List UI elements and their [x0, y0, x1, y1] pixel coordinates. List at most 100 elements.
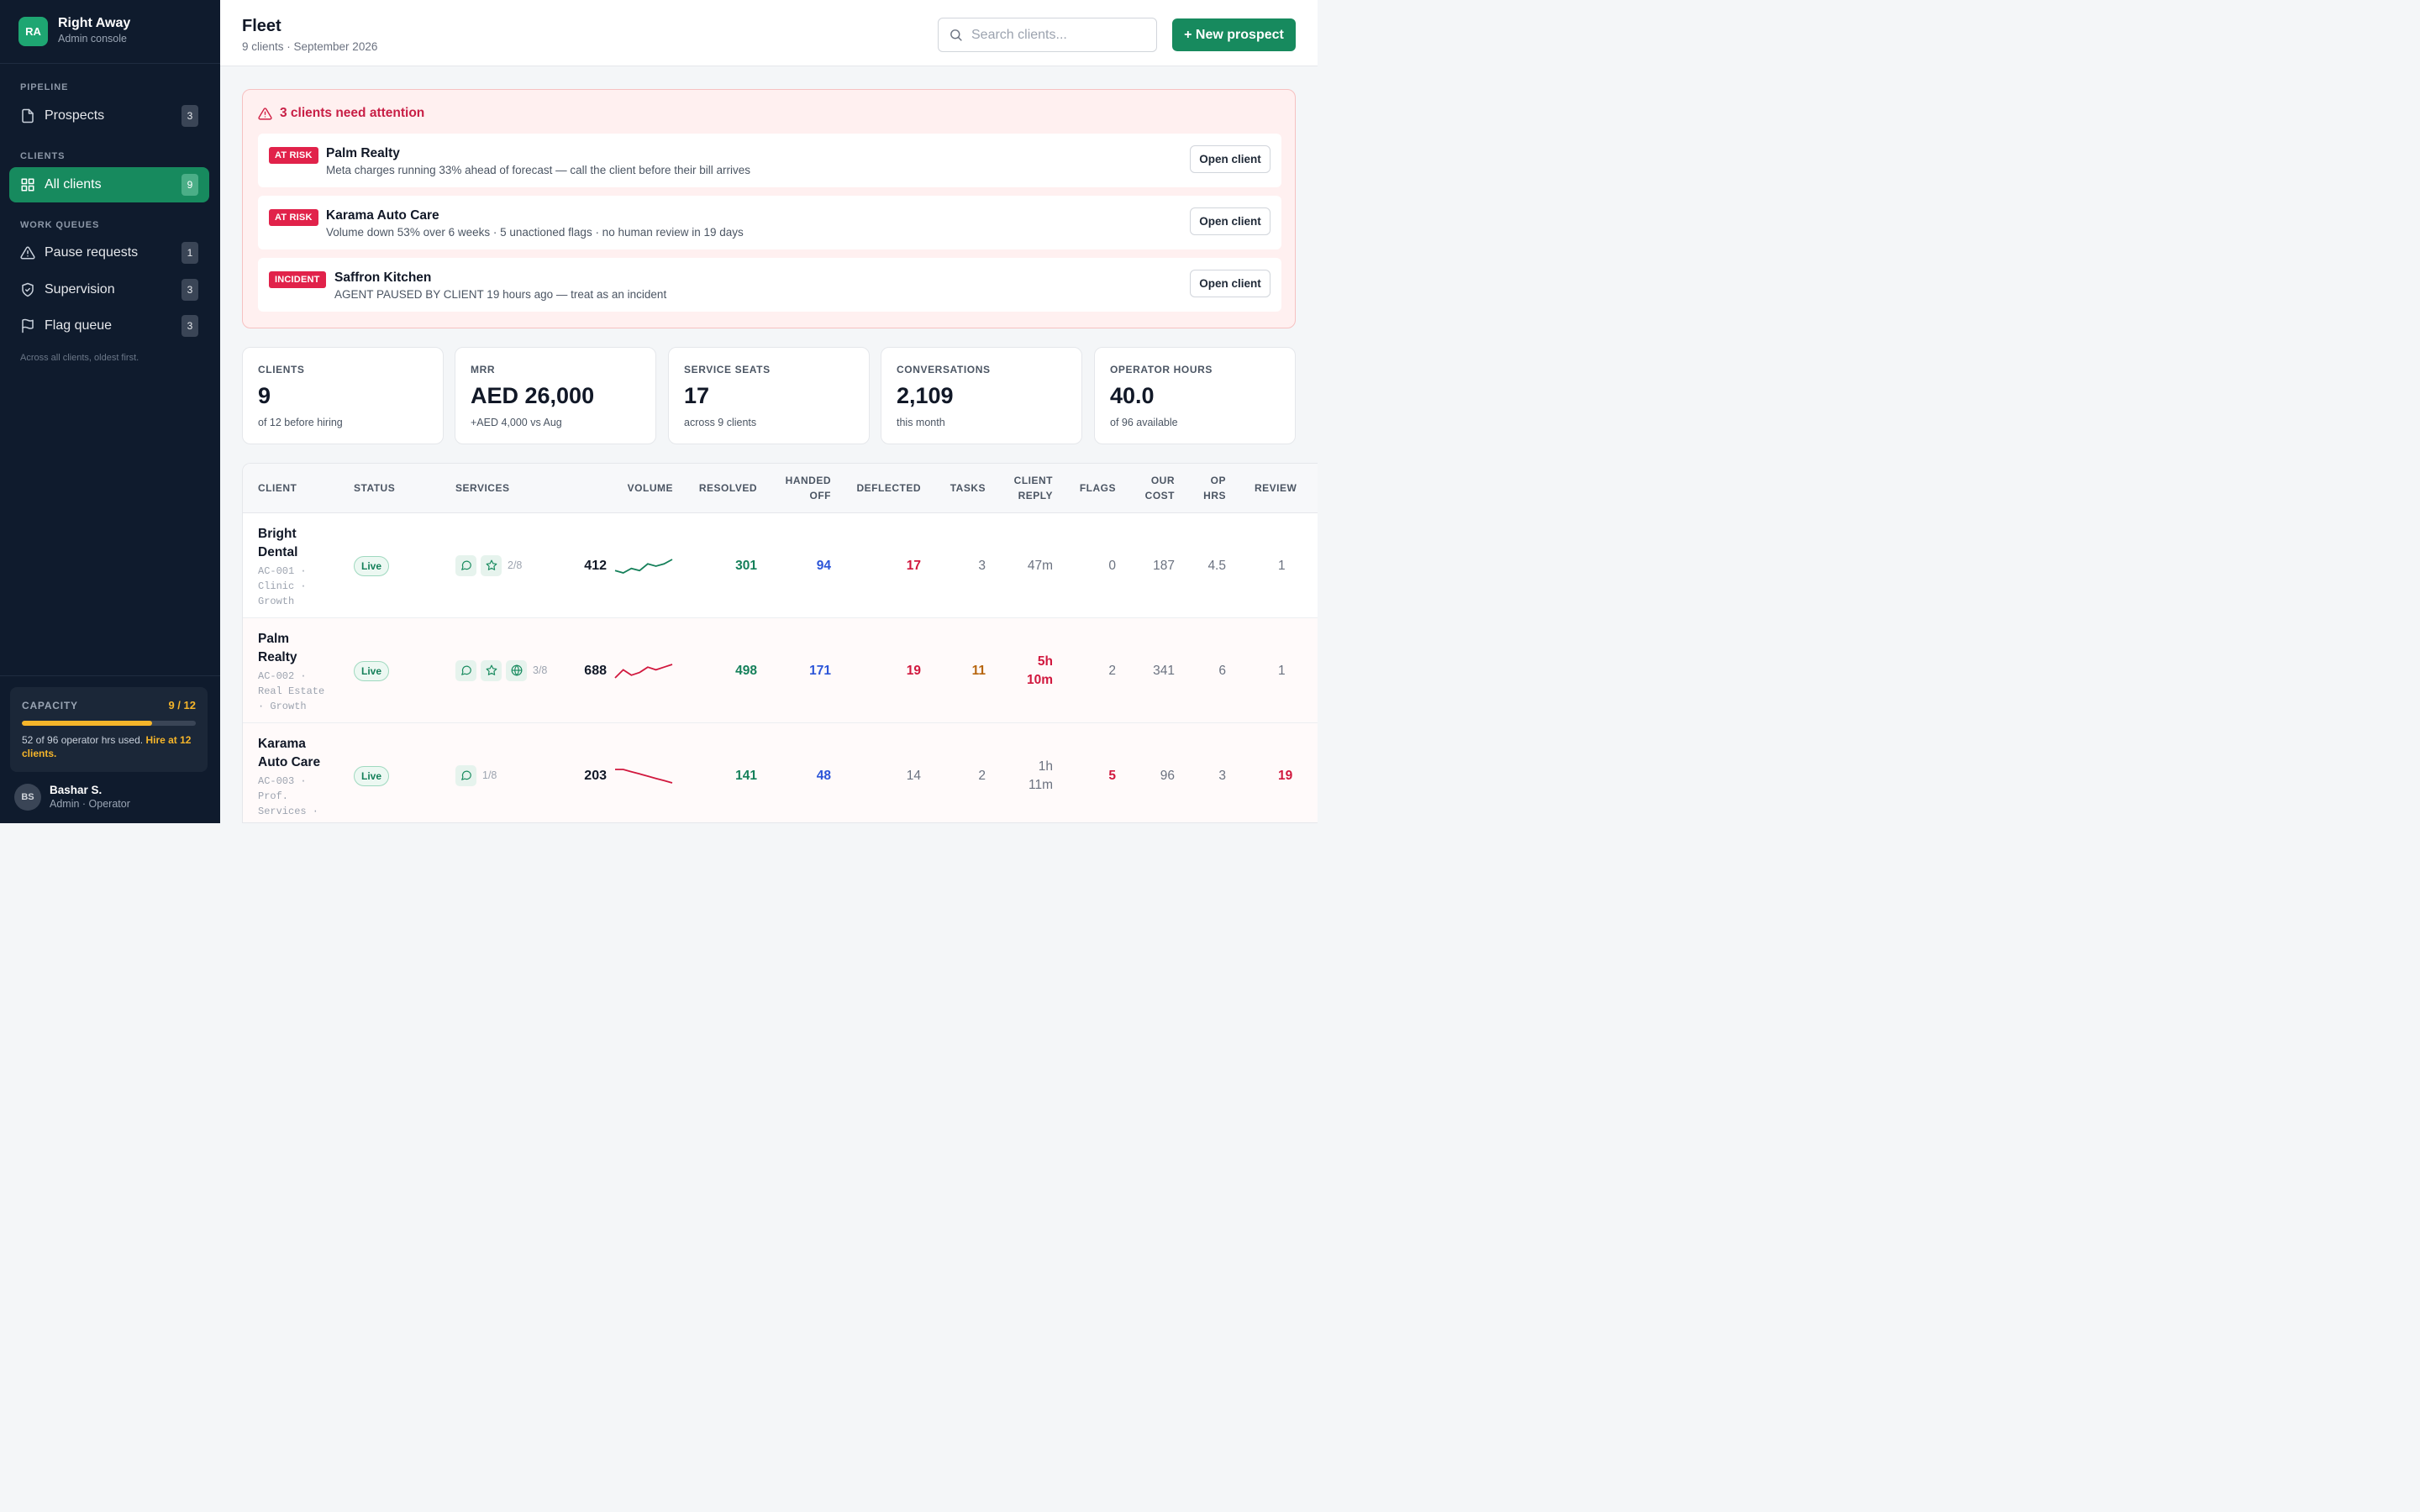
- column-header-line: STATUS: [354, 482, 396, 494]
- column-header-line: REVIEW: [1255, 482, 1297, 494]
- column-header[interactable]: RESOLVED: [699, 480, 757, 496]
- client-reply-line: 10m: [1026, 672, 1053, 687]
- client-cell[interactable]: Karama Auto Care AC-003 · Prof. Services · Ca…: [258, 735, 334, 822]
- client-name: Palm Realty: [326, 146, 400, 160]
- stat-card-conversations: CONVERSATIONS 2,109 this month: [881, 347, 1082, 444]
- table-row[interactable]: Karama Auto Care AC-003 · Prof. Services · Ca…: [243, 723, 1318, 822]
- client-cell[interactable]: Palm Realty AC-002 · Real Estate · Growth: [258, 630, 334, 714]
- sidebar-item-flag-queue[interactable]: Flag queue 3: [9, 308, 209, 344]
- sidebar-note: Across all clients, oldest first.: [20, 353, 139, 363]
- status-badge: AT RISK: [269, 147, 318, 164]
- client-name-line: Palm: [258, 632, 290, 646]
- client-cell[interactable]: Bright Dental AC-001 · Clinic · Growth: [258, 525, 334, 609]
- brand-name: Right Away: [58, 16, 131, 30]
- column-header-line: HANDED: [785, 475, 831, 486]
- client-meta-line: Clinic ·: [258, 580, 307, 592]
- column-header[interactable]: STATUS: [354, 480, 395, 496]
- user-name: Bashar S.: [50, 784, 103, 796]
- column-header[interactable]: DEFLECTED: [857, 480, 922, 496]
- new-prospect-button[interactable]: + New prospect: [1172, 18, 1296, 51]
- stat-subtext: +AED 4,000 vs Aug: [471, 417, 562, 428]
- client-name-line: Bright: [258, 527, 297, 541]
- open-client-button[interactable]: Open client: [1190, 207, 1270, 235]
- column-header[interactable]: OUR COST: [1145, 473, 1175, 503]
- volume-value: 203: [584, 768, 607, 783]
- attention-title: 3 clients need attention: [280, 106, 425, 120]
- column-header-line: OP: [1210, 475, 1226, 486]
- sidebar-item-label: Supervision: [45, 282, 115, 297]
- brand[interactable]: RA Right Away Admin console: [18, 16, 130, 46]
- stat-value: 9: [258, 383, 271, 408]
- count-badge: 3: [182, 315, 198, 337]
- table-row[interactable]: Bright Dental AC-001 · Clinic · Growth Live 2/…: [243, 513, 1318, 618]
- count-badge: 1: [182, 242, 198, 264]
- chat-icon[interactable]: [455, 764, 476, 786]
- cost-value: 96: [1160, 768, 1175, 783]
- sidebar-item-prospects[interactable]: Prospects 3: [9, 98, 209, 134]
- divider: [0, 63, 220, 64]
- client-name[interactable]: Bright Dental: [258, 525, 325, 562]
- client-meta-line: · Growth: [258, 701, 307, 712]
- sidebar-item-pause-requests[interactable]: Pause requests 1: [9, 235, 209, 270]
- document-icon: [20, 108, 35, 123]
- capacity-label: CAPACITY: [22, 699, 78, 711]
- chat-icon[interactable]: [455, 659, 476, 681]
- sidebar-item-all-clients[interactable]: All clients 9: [9, 167, 209, 202]
- star-icon[interactable]: [481, 659, 502, 681]
- column-header[interactable]: SERVICES: [455, 480, 509, 496]
- column-header[interactable]: FLAGS: [1080, 480, 1116, 496]
- search-box[interactable]: [938, 18, 1157, 52]
- sidebar-item-supervision[interactable]: Supervision 3: [9, 272, 209, 307]
- chat-icon[interactable]: [455, 554, 476, 576]
- handed-off-value: 48: [816, 768, 831, 783]
- client-meta-line: AC-003 ·: [258, 775, 307, 787]
- stat-label: MRR: [471, 364, 496, 375]
- status-cell: Live: [354, 660, 390, 681]
- client-meta: AC-003 · Prof. Services · Care: [258, 774, 334, 822]
- shield-icon: [20, 282, 35, 297]
- deflected-value: 17: [906, 558, 921, 573]
- status-badge: Live: [354, 555, 390, 576]
- stat-value: AED 26,000: [471, 383, 595, 408]
- flags-value: 0: [1108, 558, 1116, 573]
- column-header[interactable]: HANDED OFF: [786, 473, 831, 503]
- client-meta-line: AC-002 ·: [258, 670, 307, 682]
- open-client-button[interactable]: Open client: [1190, 145, 1270, 173]
- stat-value: 2,109: [897, 383, 954, 408]
- column-header[interactable]: CLIENT REPLY: [1014, 473, 1053, 503]
- attention-item: AT RISK Karama Auto Care Volume down 53%…: [258, 196, 1281, 249]
- stat-value: 17: [684, 383, 710, 408]
- column-header[interactable]: VOLUME: [628, 480, 673, 496]
- sparkline-line: [614, 558, 673, 574]
- column-header[interactable]: OP HRS: [1203, 473, 1226, 503]
- open-client-button[interactable]: Open client: [1190, 270, 1270, 297]
- stat-subtext: of 96 available: [1110, 417, 1178, 428]
- stat-label: SERVICE SEATS: [684, 364, 771, 375]
- capacity-usage: 52 of 96 operator hrs used.: [22, 734, 144, 746]
- user-profile[interactable]: BS Bashar S. Admin · Operator: [14, 783, 130, 811]
- handed-off-value: 94: [816, 558, 831, 573]
- client-name[interactable]: Karama Auto Care: [258, 735, 325, 772]
- count-badge: 3: [182, 279, 198, 301]
- review-value: 1: [1278, 558, 1286, 573]
- column-header[interactable]: CLIENT: [258, 480, 297, 496]
- client-reply-value: 5h 10m: [1027, 653, 1053, 690]
- page-title: Fleet: [242, 17, 281, 35]
- globe-icon[interactable]: [506, 659, 527, 681]
- brand-subtitle: Admin console: [58, 33, 127, 45]
- column-header[interactable]: REVIEW: [1255, 480, 1297, 496]
- column-header[interactable]: TASKS: [950, 480, 986, 496]
- stat-subtext: of 12 before hiring: [258, 417, 343, 428]
- column-header-line: CLIENT: [258, 482, 297, 494]
- section-label-pipeline: PIPELINE: [20, 82, 69, 92]
- stat-card-operator-hours: OPERATOR HOURS 40.0 of 96 available: [1094, 347, 1296, 444]
- header: Fleet 9 clients · September 2026 + New p…: [220, 0, 1318, 66]
- search-input[interactable]: [971, 27, 1139, 43]
- client-name[interactable]: Palm Realty: [258, 630, 325, 667]
- column-header-line: OFF: [809, 490, 831, 501]
- star-icon[interactable]: [481, 554, 502, 576]
- table-row[interactable]: Palm Realty AC-002 · Real Estate · Growth Liv…: [243, 618, 1318, 723]
- services-cell: 1/8: [455, 764, 497, 786]
- client-reply-line: 1h: [1038, 759, 1053, 774]
- hire-link[interactable]: Hire at 12 clients.: [22, 734, 192, 759]
